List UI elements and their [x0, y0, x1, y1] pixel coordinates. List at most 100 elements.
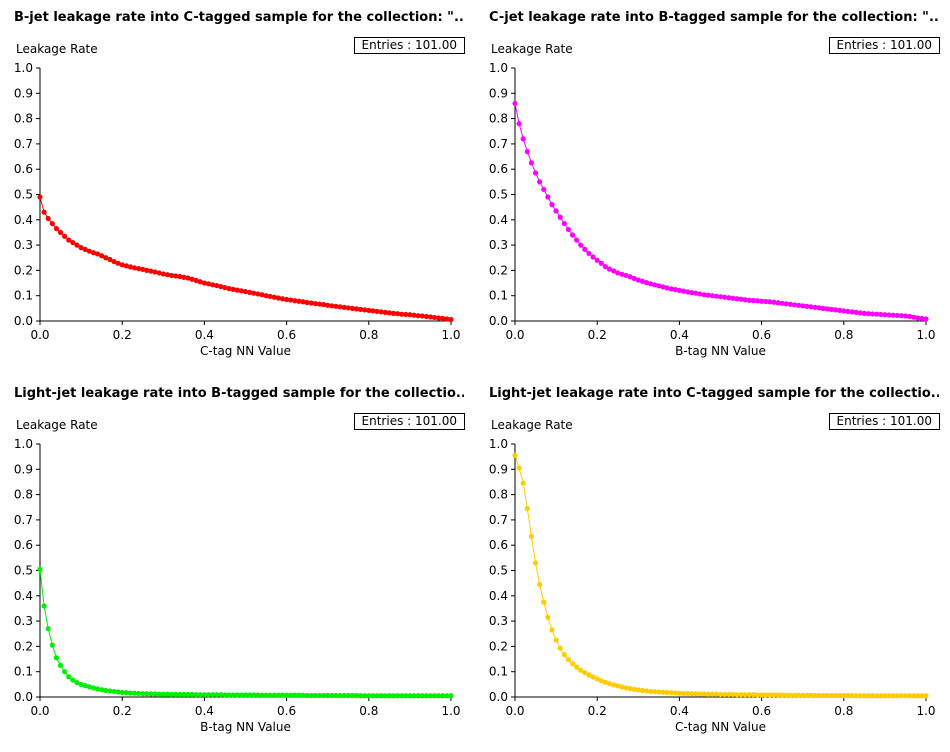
- data-point: [730, 295, 736, 301]
- data-point: [578, 242, 584, 248]
- data-point: [107, 688, 113, 694]
- data-point: [119, 689, 125, 696]
- data-point: [362, 693, 368, 699]
- data-point: [701, 691, 707, 697]
- data-point: [631, 686, 637, 693]
- data-point: [919, 693, 925, 699]
- y-tick-label: 0.4: [489, 589, 508, 603]
- data-point: [123, 263, 129, 269]
- data-point: [689, 290, 695, 296]
- y-tick-label: 1.0: [14, 437, 33, 451]
- data-point: [615, 683, 621, 689]
- data-point: [520, 136, 526, 142]
- data-point: [320, 692, 327, 699]
- data-point: [697, 691, 703, 697]
- data-point: [140, 691, 146, 697]
- data-point: [816, 305, 822, 311]
- data-point: [251, 290, 257, 296]
- x-tick-label: 0.8: [359, 328, 378, 342]
- data-point: [828, 692, 835, 699]
- data-point: [45, 215, 51, 222]
- data-point: [66, 237, 72, 243]
- y-tick-label: 0.5: [489, 188, 508, 202]
- data-point: [82, 246, 88, 253]
- data-point: [337, 692, 343, 699]
- data-point: [652, 689, 658, 695]
- data-point: [849, 692, 855, 699]
- entries-box: Entries : 101.00: [828, 37, 940, 54]
- data-point: [94, 251, 101, 257]
- data-point: [378, 309, 384, 315]
- data-point: [226, 286, 232, 292]
- data-point: [111, 258, 117, 265]
- data-point: [370, 308, 376, 314]
- plot-area: 0.0 0.1 0.2 0.3 0.4 0.5 0.6 0.7 0.8 0.9 1.0 0.0 0.2 0…: [489, 437, 936, 718]
- data-point: [532, 170, 539, 176]
- data-point: [574, 237, 580, 243]
- data-point: [66, 674, 72, 680]
- data-point: [119, 262, 125, 268]
- data-point: [689, 691, 695, 697]
- data-point: [832, 307, 839, 313]
- y-tick-label: 0.5: [14, 564, 33, 578]
- data-point: [717, 691, 724, 698]
- data-point: [754, 692, 761, 698]
- data-point: [890, 312, 896, 318]
- data-point: [62, 669, 68, 675]
- x-tick-label: 0.6: [277, 328, 296, 342]
- data-point: [144, 267, 150, 273]
- data-point: [553, 637, 559, 643]
- data-point: [726, 295, 732, 301]
- data-point: [144, 691, 150, 697]
- data-point: [242, 289, 249, 295]
- data-point: [345, 692, 351, 699]
- data-point: [742, 692, 748, 698]
- x-tick-label: 0.8: [834, 328, 853, 342]
- data-point: [874, 311, 880, 317]
- data-point: [861, 310, 867, 317]
- data-point: [742, 297, 748, 303]
- data-point: [869, 693, 876, 699]
- data-point: [115, 260, 121, 266]
- data-point: [820, 305, 826, 311]
- chart-title: B-jet leakage rate into C-tagged sample …: [14, 10, 464, 25]
- data-point: [382, 309, 388, 315]
- data-point: [783, 692, 789, 698]
- data-point: [849, 309, 855, 315]
- data-point: [374, 693, 380, 699]
- data-point: [812, 692, 818, 699]
- y-tick-label: 0.4: [489, 213, 508, 227]
- data-point: [407, 312, 413, 318]
- data-point: [759, 298, 765, 304]
- data-point: [685, 690, 691, 697]
- data-point: [664, 689, 670, 696]
- y-tick-label: 0.4: [14, 589, 33, 603]
- data-point: [74, 242, 80, 248]
- data-point: [841, 692, 847, 699]
- data-point: [173, 273, 179, 279]
- data-point: [115, 689, 121, 695]
- data-point: [779, 692, 785, 698]
- data-point: [407, 693, 413, 699]
- y-tick-label: 0.1: [14, 289, 33, 303]
- data-point: [353, 306, 360, 312]
- data-point: [378, 693, 384, 699]
- data-point: [53, 655, 60, 661]
- data-point: [431, 314, 438, 321]
- data-point: [423, 693, 429, 699]
- data-point: [259, 692, 265, 698]
- data-point: [734, 296, 740, 302]
- data-point: [898, 693, 904, 699]
- data-point: [440, 693, 446, 699]
- data-point: [561, 220, 567, 227]
- data-point: [333, 692, 339, 699]
- data-point: [680, 288, 687, 294]
- data-point: [53, 226, 60, 232]
- data-point: [370, 693, 376, 699]
- data-point: [403, 311, 409, 318]
- data-point: [127, 690, 134, 696]
- y-tick-label: 0.7: [14, 137, 33, 151]
- data-point: [676, 287, 682, 293]
- data-point: [271, 294, 277, 300]
- data-point: [627, 274, 633, 280]
